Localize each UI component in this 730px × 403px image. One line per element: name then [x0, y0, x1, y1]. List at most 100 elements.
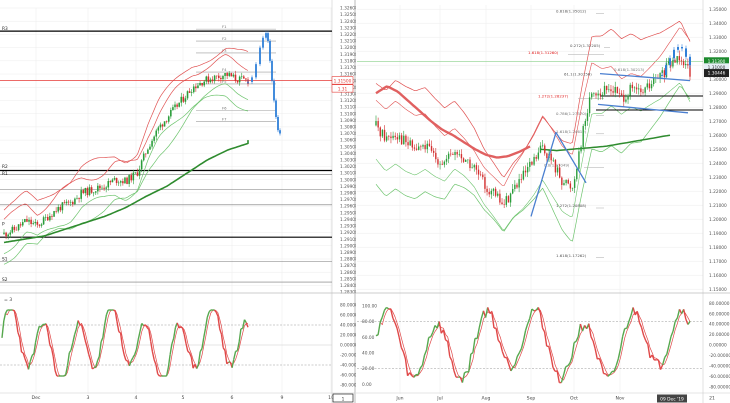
y-tick-label: 1.28800: [340, 257, 358, 263]
fib-label: 1.272(1.28237): [538, 94, 569, 99]
x-tick-label: 21: [709, 396, 715, 402]
y-tick-label: 1.35000: [709, 7, 727, 13]
stoch-main-line: [40, 324, 44, 328]
y-tick-label: 1.18000: [709, 245, 727, 251]
stoch-main-line: [605, 373, 609, 377]
candle-body: [163, 121, 166, 127]
stoch-main-line: [217, 316, 221, 329]
candle-body: [403, 135, 405, 145]
price-tag-text: 1.31000: [708, 65, 726, 71]
stoch-main-line: [666, 345, 670, 355]
pivot-label: S2: [2, 277, 8, 283]
candle-body: [36, 221, 39, 225]
projection-candle: [661, 75, 663, 76]
candle-body: [599, 93, 601, 96]
candle-body: [479, 174, 482, 176]
stoch-tick-label: 20.00: [362, 366, 375, 372]
stoch-main-line: [638, 322, 643, 328]
candle-body: [612, 91, 614, 93]
y-tick-label: 1.28900: [340, 250, 358, 256]
candle-body: [97, 185, 99, 192]
y-tick-label: 1.28500: [340, 276, 358, 282]
projection-candle: [673, 49, 675, 59]
stoch-main-line: [68, 349, 72, 354]
candle-body: [44, 216, 47, 218]
candle-body: [379, 127, 381, 137]
candle-body: [571, 187, 574, 189]
candle-body: [46, 216, 49, 221]
candle-body: [190, 92, 193, 93]
stoch-tick-label: -80.00000: [340, 383, 362, 389]
candle-body: [689, 65, 691, 77]
candle-body: [80, 190, 82, 199]
y-tick-label: 1.16000: [709, 273, 727, 279]
candle-body: [512, 188, 514, 194]
candle-body: [30, 219, 32, 225]
y-tick-label: 1.24000: [709, 161, 727, 167]
stoch-main-line: [417, 367, 421, 376]
candle-body: [3, 232, 5, 234]
x-tick-label: 9: [281, 395, 284, 401]
stoch-main-line: [119, 332, 123, 347]
y-tick-label: 1.27000: [709, 119, 727, 125]
candle-body: [40, 224, 43, 226]
candle-body: [86, 188, 89, 196]
x-tick-label: Nov: [616, 396, 625, 402]
candle-body: [672, 60, 674, 67]
stoch-main-line: [464, 371, 467, 374]
stoch-main-line: [52, 356, 56, 371]
stoch-pane-label: = 3: [4, 297, 12, 303]
x-tick-label: Dec: [32, 395, 41, 401]
candle-body: [398, 135, 401, 140]
stoch-main-line: [180, 326, 183, 329]
fib-label: F6: [222, 105, 227, 110]
candle-body: [220, 77, 222, 80]
candle-body: [552, 159, 554, 161]
fib-label: 0.272(1.32205): [570, 43, 601, 48]
projection-candle: [685, 48, 687, 57]
stoch-main-line: [670, 330, 674, 337]
y-tick-label: 1.29700: [340, 197, 358, 203]
candle-body: [443, 161, 446, 165]
stoch-main-line: [245, 322, 249, 328]
stoch-main-line: [137, 331, 141, 340]
candle-body: [84, 188, 87, 194]
candle-body: [638, 88, 640, 90]
candle-body: [234, 74, 237, 81]
candle-body: [497, 193, 499, 196]
candle-body: [635, 87, 638, 90]
candle-body: [165, 121, 168, 122]
stoch-main-line: [495, 328, 499, 341]
projection-candle: [259, 47, 261, 65]
stoch-main-line: [533, 309, 537, 312]
pivot-label: R1: [2, 171, 8, 177]
candle-body: [505, 196, 507, 205]
stoch-main-line: [49, 344, 53, 349]
stoch-main-line: [242, 319, 246, 329]
candle-body: [140, 160, 143, 170]
stoch-main-line: [4, 309, 8, 314]
candle-body: [537, 152, 540, 159]
y-tick-label: 1.32200: [340, 32, 358, 38]
candle-body: [582, 125, 584, 147]
stoch-main-line: [577, 323, 582, 337]
stoch-main-line: [674, 317, 678, 322]
y-tick-label: 1.29000: [340, 243, 358, 249]
candle-body: [516, 184, 518, 188]
channel-lower-line: [597, 103, 689, 114]
candle-body: [174, 104, 176, 108]
candle-body: [111, 179, 114, 183]
stoch-main-line: [12, 309, 15, 312]
candle-body: [462, 158, 465, 162]
stoch-main-line: [47, 332, 51, 345]
candle-body: [117, 182, 120, 184]
stoch-main-line: [73, 328, 77, 335]
stoch-main-line: [571, 342, 575, 358]
stoch-right-tick-label: 0.00000: [709, 343, 727, 349]
stoch-main-line: [181, 327, 185, 335]
stoch-main-line: [510, 367, 514, 372]
candle-body: [232, 74, 235, 77]
stoch-main-line: [640, 327, 645, 336]
stoch-main-line: [80, 324, 85, 333]
stoch-main-line: [45, 323, 49, 333]
